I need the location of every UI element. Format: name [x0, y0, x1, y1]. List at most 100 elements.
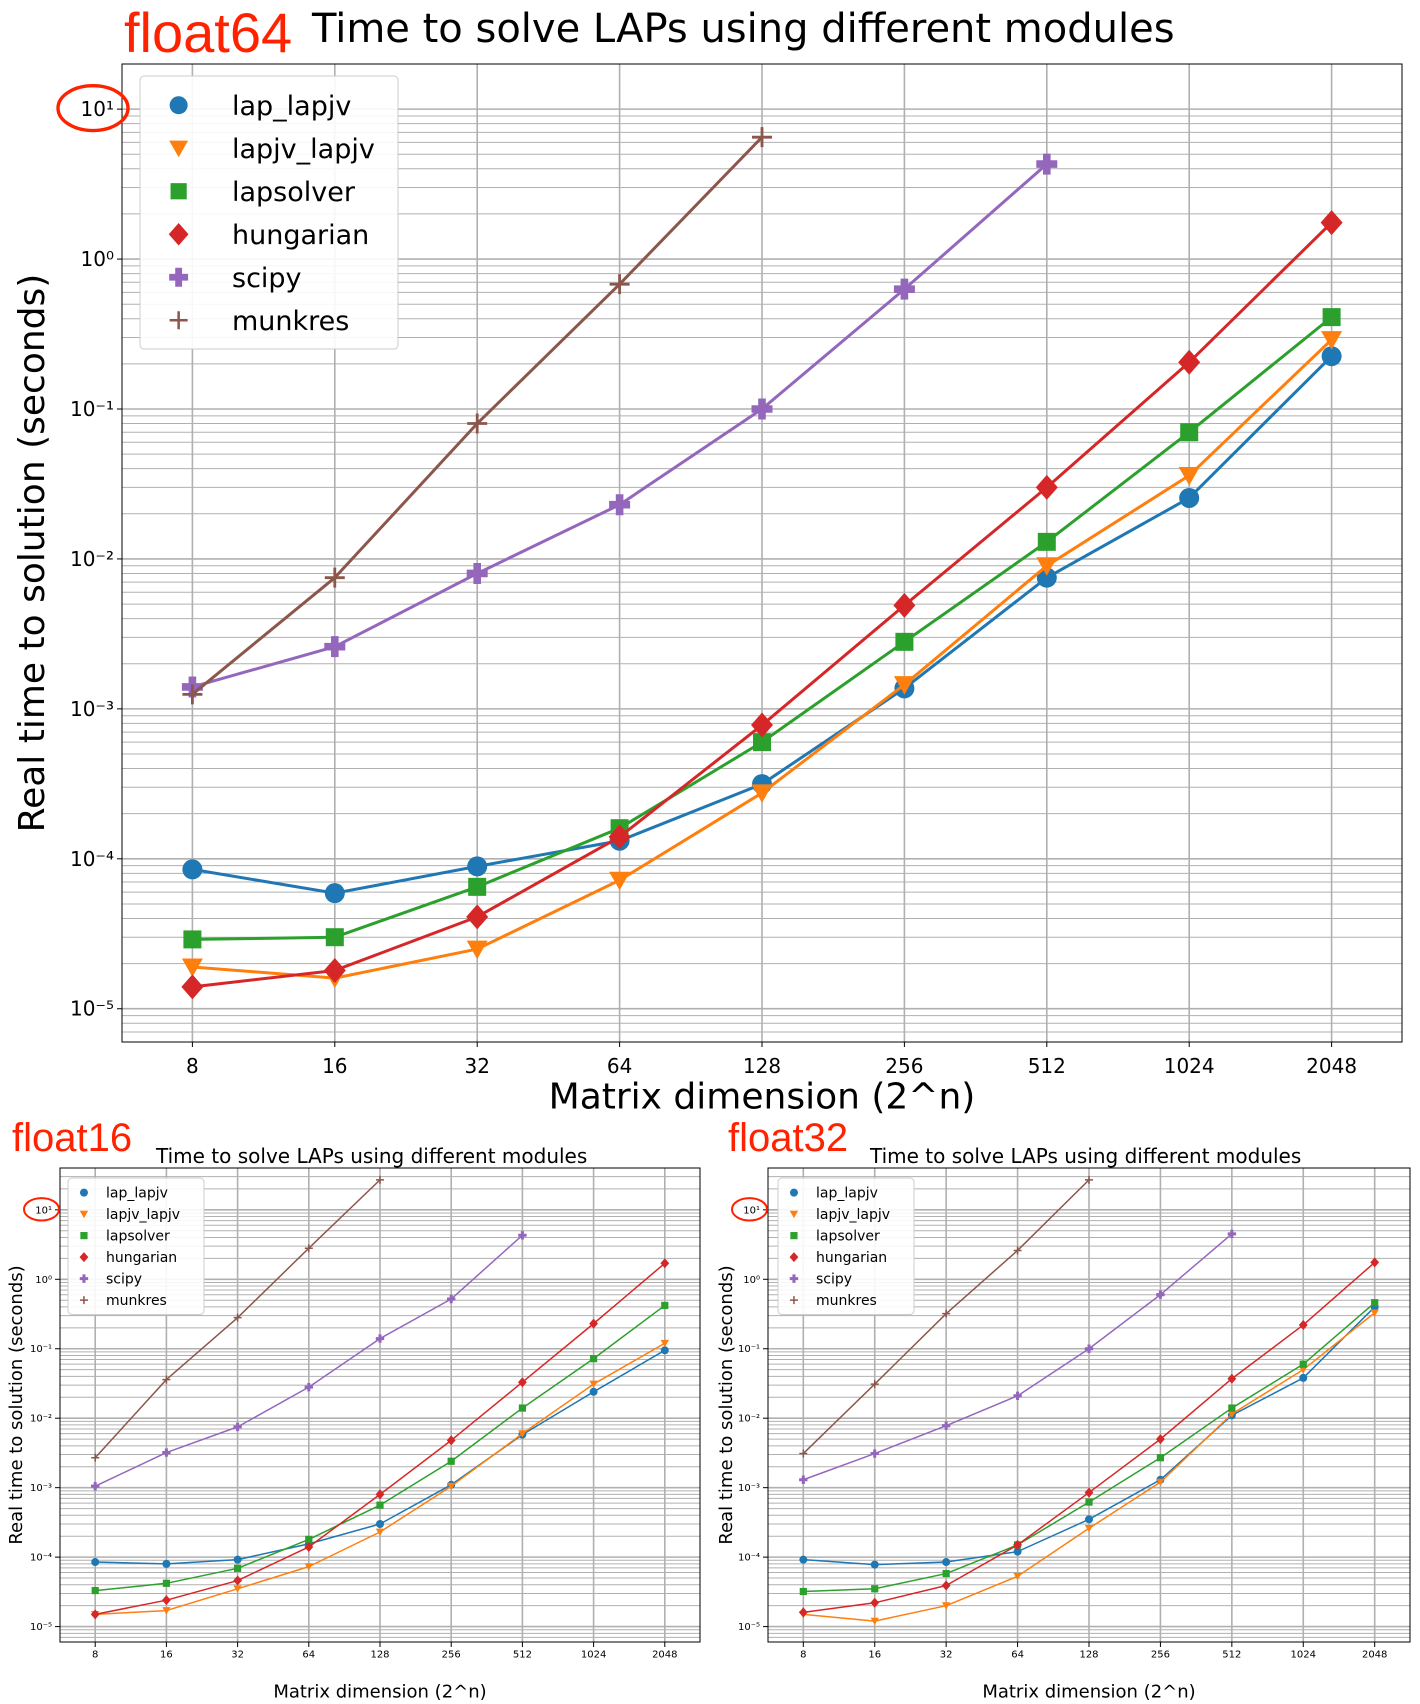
legend-marker	[168, 222, 189, 246]
data-point	[305, 1535, 313, 1543]
data-point	[466, 562, 488, 584]
data-point	[870, 1560, 879, 1569]
data-point	[589, 1380, 598, 1389]
legend: lap_lapjv lapjv_lapjv lapsolver hungarian sc…	[777, 1177, 915, 1316]
x-tick-label: 128	[370, 1650, 389, 1661]
legend-label: hungarian	[232, 220, 369, 251]
legend: lap_lapjv lapjv_lapjv lapsolver hungarian sc…	[139, 75, 399, 350]
series-hungarian	[181, 210, 1343, 1000]
x-tick-label: 16	[160, 1650, 173, 1661]
data-point	[799, 1555, 808, 1564]
data-point	[376, 1501, 384, 1509]
legend-label: hungarian	[106, 1250, 177, 1266]
data-point	[325, 928, 344, 947]
chart-panel-float16: float16 Time to solve LAPs using differe…	[0, 1116, 710, 1704]
x-tick-label: 256	[885, 1054, 923, 1078]
data-point	[518, 1430, 527, 1438]
data-point	[1013, 1391, 1022, 1401]
series-munkres	[91, 1175, 384, 1462]
series-lapsolver	[91, 1301, 669, 1595]
y-tick-label: 10⁻²	[70, 547, 114, 571]
data-point	[1036, 557, 1058, 576]
data-point	[468, 877, 487, 896]
highlight-circle	[23, 1197, 60, 1222]
legend-box	[67, 1177, 205, 1316]
data-point	[870, 1597, 880, 1608]
data-point	[1299, 1373, 1308, 1382]
data-point	[1013, 1547, 1022, 1556]
legend-marker	[169, 96, 188, 115]
data-point	[941, 1421, 951, 1430]
legend-label: lapsolver	[106, 1229, 170, 1245]
legend-marker	[170, 183, 187, 200]
data-point	[376, 1175, 384, 1184]
legend: lap_lapjv lapjv_lapjv lapsolver hungarian sc…	[67, 1177, 205, 1316]
data-point	[1227, 1410, 1237, 1418]
data-point	[183, 930, 202, 949]
data-point	[1036, 153, 1058, 175]
legend-marker	[79, 1252, 89, 1263]
data-point	[609, 871, 631, 891]
data-point	[609, 494, 631, 516]
y-ticks: 10⁻⁵ 10⁻⁴ 10⁻³ 10⁻² 10⁻¹ 10⁰ 10¹	[56, 84, 130, 1021]
data-point	[660, 1258, 670, 1269]
data-point	[589, 1318, 598, 1329]
data-point	[609, 274, 630, 295]
chart-panel-float64: float64 Time to solve LAPs using differe…	[12, 1, 1403, 1118]
data-point	[162, 1579, 170, 1587]
legend-box	[139, 75, 399, 350]
data-point	[1156, 1478, 1165, 1487]
data-point	[518, 1404, 526, 1412]
x-axis-label: Matrix dimension (2^n)	[549, 1077, 976, 1118]
data-point	[942, 1309, 951, 1318]
data-point	[233, 1575, 242, 1586]
data-point	[941, 1580, 951, 1591]
x-tick-label: 256	[1151, 1650, 1170, 1661]
series-scipy	[91, 1231, 527, 1491]
y-tick-label: 10⁰	[35, 1275, 52, 1286]
data-point	[1037, 532, 1056, 551]
data-point	[233, 1585, 242, 1593]
y-tick-label: 10¹	[35, 1205, 52, 1216]
y-tick-label: 10⁻⁴	[30, 1553, 52, 1564]
legend-label: munkres	[816, 1293, 877, 1309]
legend-marker	[79, 1274, 89, 1283]
data-point	[798, 1607, 808, 1618]
data-point	[375, 1528, 385, 1537]
data-point	[1013, 1572, 1022, 1581]
y-tick-label: 10⁻³	[30, 1483, 52, 1494]
data-point	[608, 824, 631, 850]
y-tick-label: 10⁰	[743, 1275, 760, 1286]
x-tick-label: 128	[743, 1054, 781, 1078]
y-tick-label: 10⁰	[81, 247, 114, 271]
series-lapsolver	[799, 1299, 1379, 1596]
data-point	[870, 1617, 879, 1626]
data-point	[233, 1422, 242, 1432]
legend-marker	[789, 1296, 798, 1305]
data-point	[1178, 467, 1200, 486]
series-munkres	[799, 1175, 1093, 1458]
legend-label: lap_lapjv	[816, 1186, 878, 1202]
x-tick-label: 512	[1028, 1054, 1066, 1078]
data-point	[1084, 1487, 1094, 1498]
data-point	[661, 1301, 669, 1310]
x-axis-label: Matrix dimension (2^n)	[273, 1681, 486, 1702]
y-tick-label: 10⁻⁵	[70, 997, 114, 1021]
data-point	[752, 127, 772, 148]
data-point	[304, 1563, 313, 1571]
y-tick-label: 10⁻¹	[30, 1344, 52, 1355]
data-point	[324, 567, 345, 588]
data-point	[304, 1244, 313, 1253]
series-hungarian	[90, 1258, 670, 1620]
legend-label: lapsolver	[816, 1229, 880, 1245]
x-tick-label: 64	[1011, 1650, 1024, 1661]
data-point	[518, 1231, 527, 1240]
data-point	[91, 1453, 100, 1462]
y-axis-label: Real time to solution (seconds)	[6, 1265, 27, 1544]
x-tick-label: 128	[1079, 1650, 1098, 1661]
legend-box	[777, 1177, 915, 1316]
data-point	[1084, 1344, 1094, 1353]
legend-label: lapjv_lapjv	[816, 1207, 890, 1223]
data-point	[1227, 1373, 1237, 1384]
legend-marker	[79, 1188, 88, 1197]
